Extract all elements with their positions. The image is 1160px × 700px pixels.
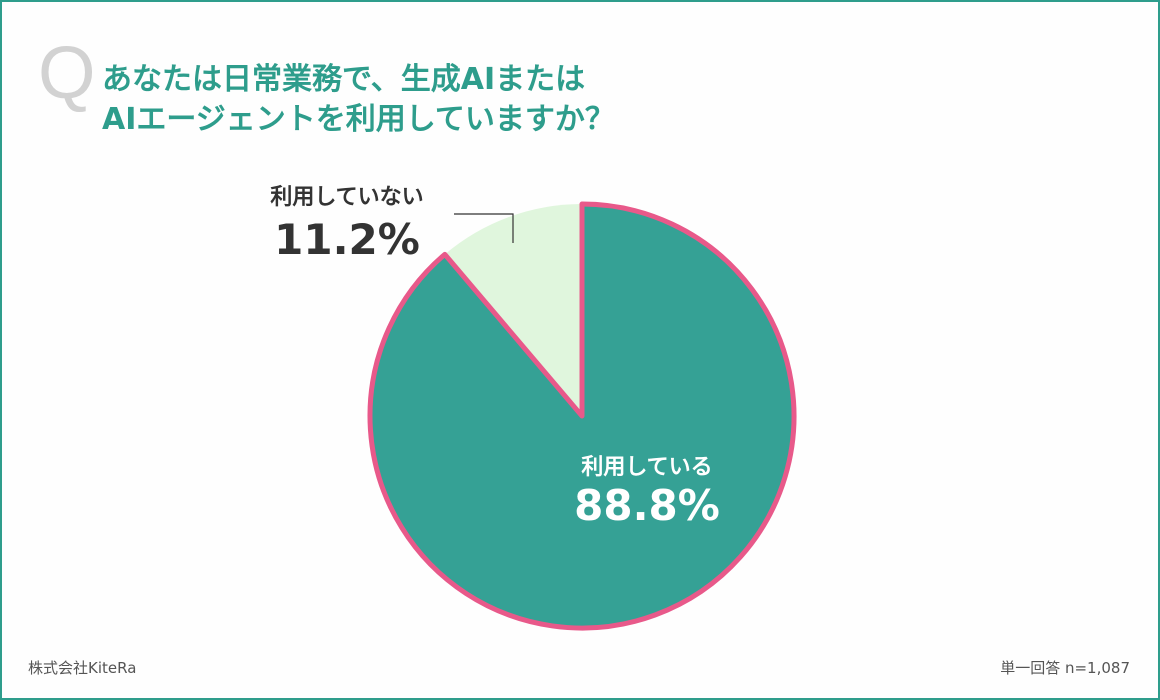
pie-slice-used: [367, 201, 797, 631]
question-title: あなたは日常業務で、生成AIまたは AIエージェントを利用していますか？: [102, 60, 615, 140]
sample-note: 単一回答 n=1,087: [1000, 659, 1130, 677]
question-q-icon: Q: [38, 31, 96, 114]
slice-value-used: 88.8%: [574, 481, 720, 530]
pie-slice-not-used: [444, 204, 582, 416]
title-line-1: あなたは日常業務で、生成AIまたは: [102, 62, 586, 97]
slice-label-used: 利用している: [581, 455, 712, 480]
title-line-2: AIエージェントを利用していますか？: [102, 102, 615, 137]
slice-value-not-used: 11.2%: [274, 215, 420, 264]
source-label: 株式会社KiteRa: [28, 659, 137, 677]
slice-label-not-used: 利用していない: [270, 185, 423, 210]
leader-line-not-used: [454, 213, 514, 243]
leader-line-group: [454, 213, 514, 243]
